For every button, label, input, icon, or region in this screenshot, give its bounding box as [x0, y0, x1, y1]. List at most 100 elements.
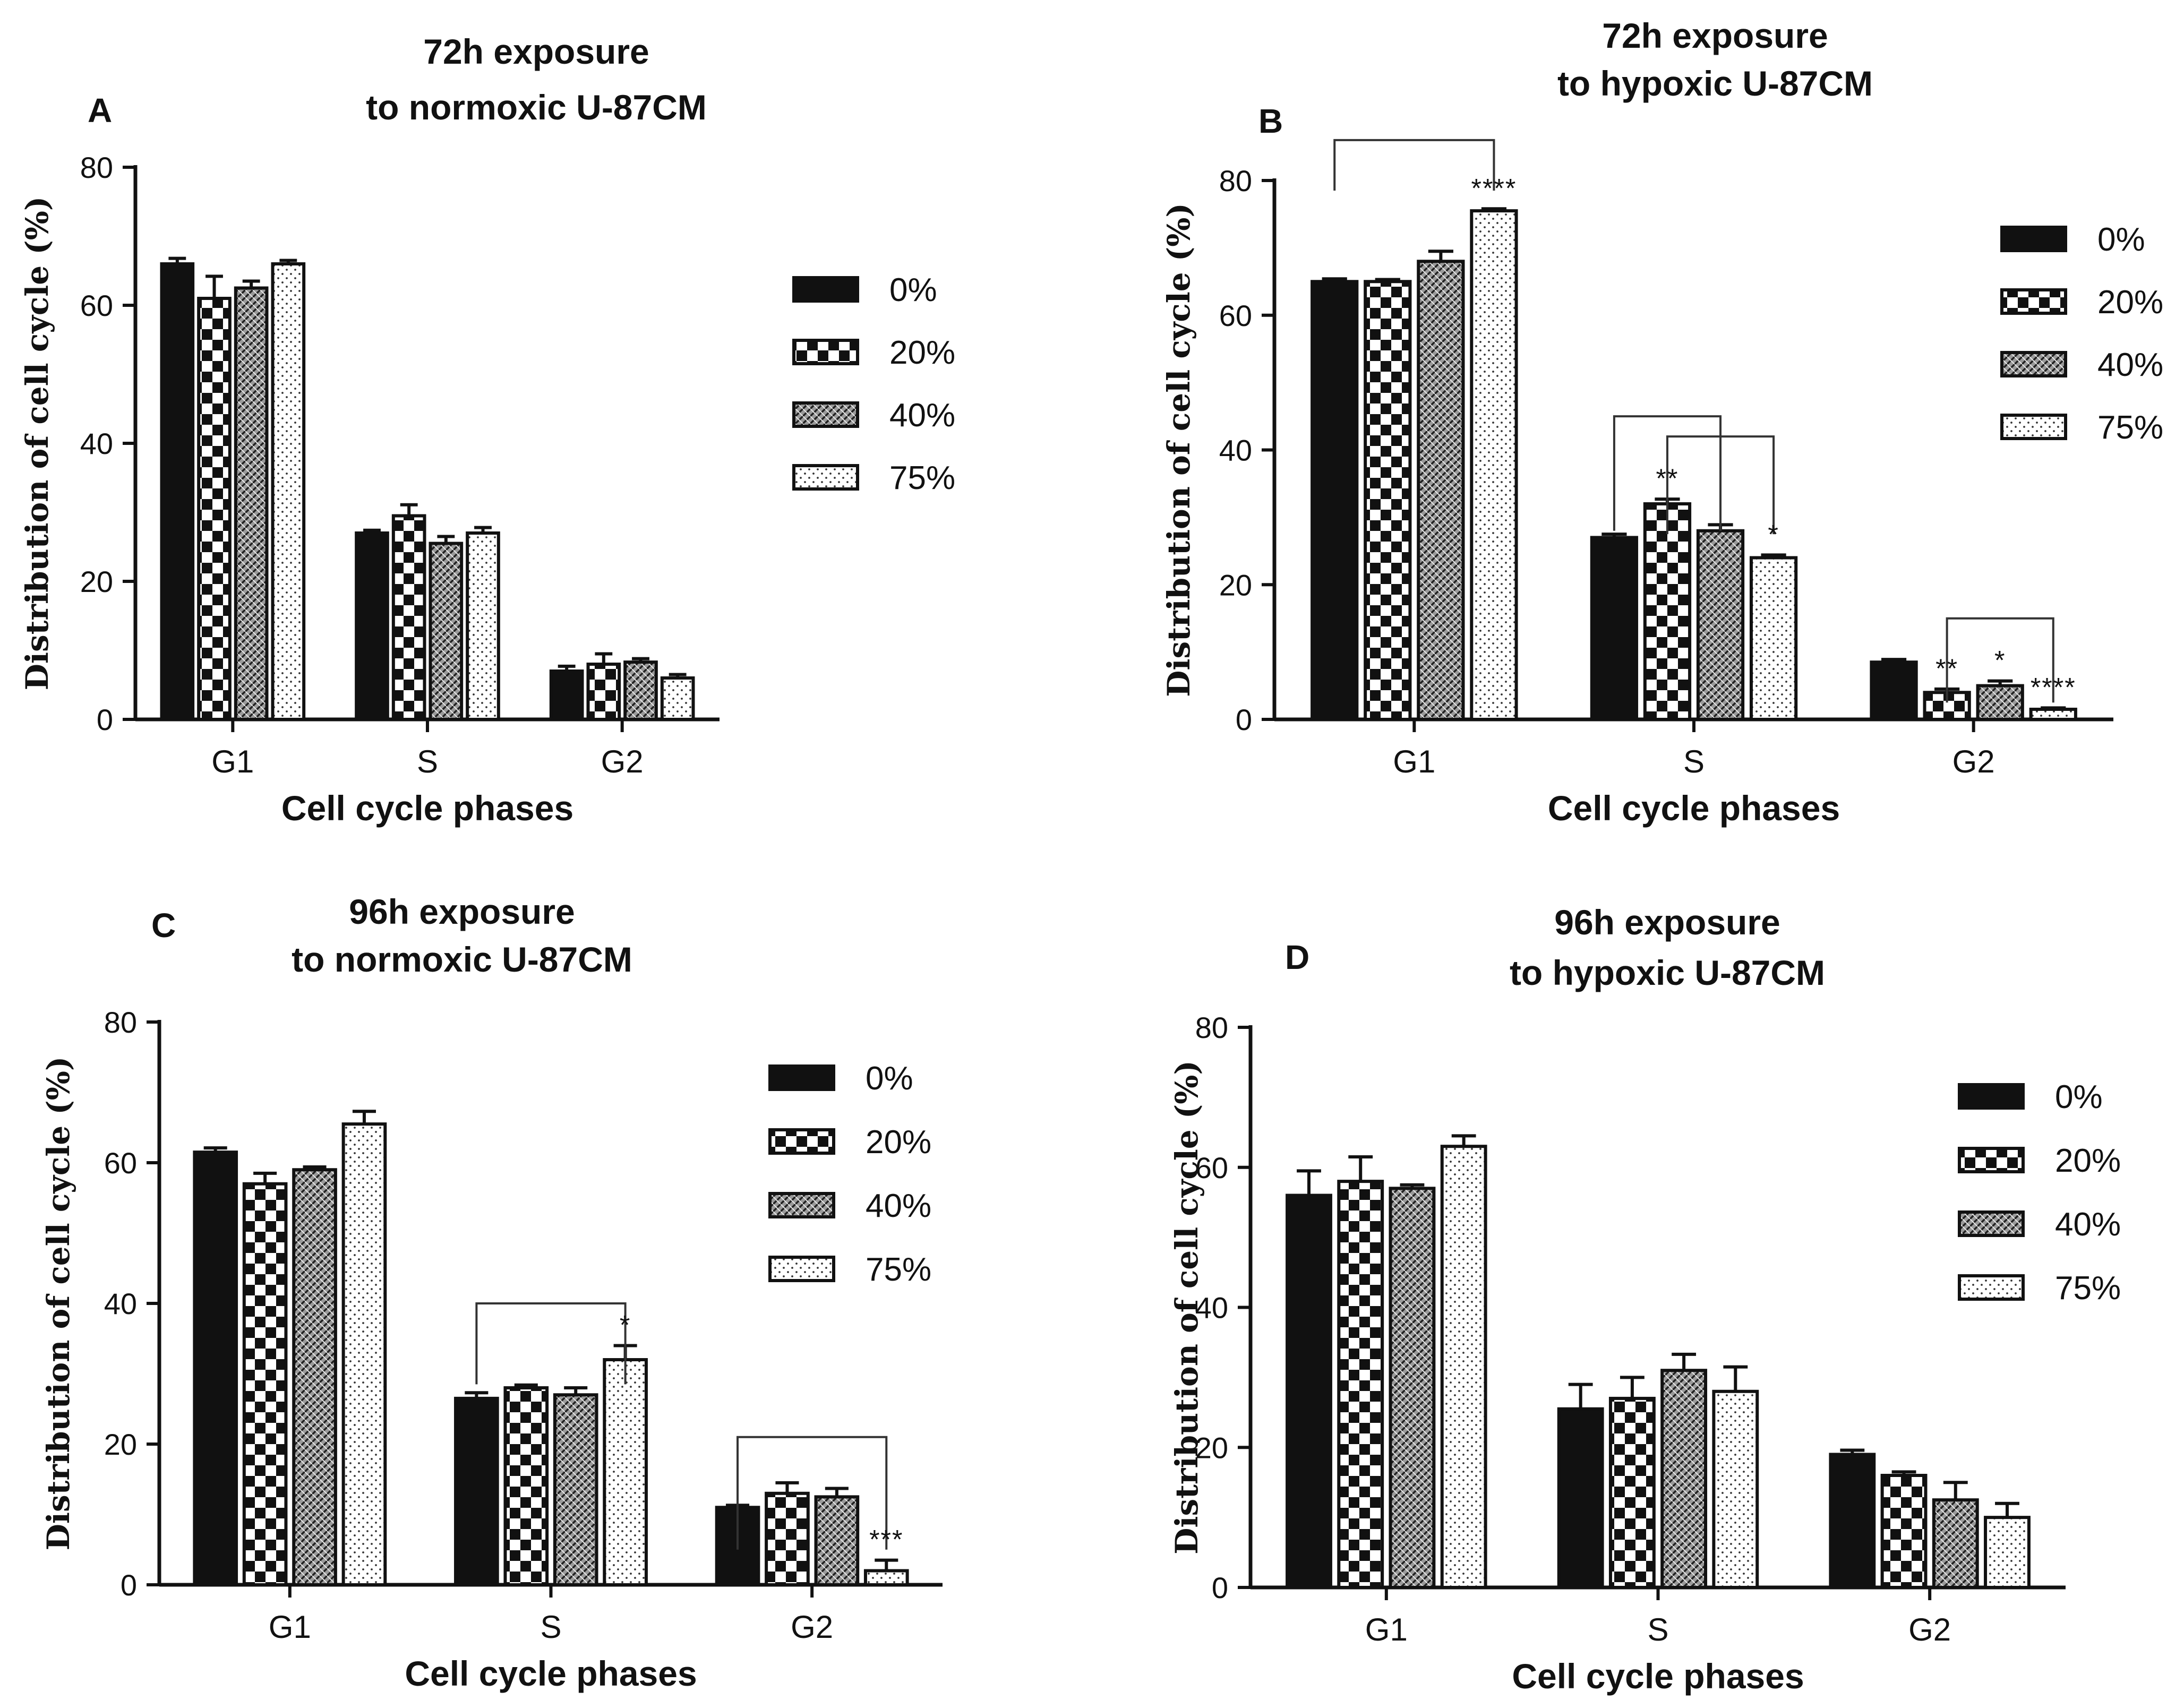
legend-swatch-40pct	[792, 401, 859, 428]
chart-panel-d: D 96h exposure to hypoxic U-87CM 0 20 40 60 80 D…	[1169, 903, 2121, 1696]
legend-swatch-40pct	[2000, 351, 2067, 377]
bar-g1-75pct	[271, 262, 306, 721]
x-tick-label: S	[1683, 744, 1705, 779]
y-tick-label: 0	[121, 1568, 137, 1602]
chart-title-line: 72h exposure	[1602, 16, 1828, 55]
legend-label: 75%	[2097, 409, 2163, 446]
bar-g2-40pct	[1932, 1498, 1979, 1589]
legend-label: 40%	[889, 397, 955, 434]
bar-g1-40pct	[234, 286, 269, 721]
y-tick-label: 20	[104, 1428, 137, 1461]
x-axis-label: Cell cycle phases	[1548, 788, 1840, 828]
significance-bracket	[1613, 415, 1722, 531]
bar-g2-40pct	[814, 1495, 860, 1586]
bar-s-0pct	[1590, 536, 1639, 721]
bar-s-40pct	[429, 542, 464, 721]
legend-label: 40%	[866, 1188, 931, 1224]
y-tick-label: 40	[1195, 1291, 1228, 1325]
y-axis-label: Distribution of cell cycle (%)	[1161, 203, 1197, 697]
significance-bracket	[736, 1436, 888, 1550]
x-axis-label: Cell cycle phases	[281, 788, 573, 828]
bar-g2-20pct	[586, 663, 621, 721]
bar-g2-20pct	[765, 1491, 810, 1586]
legend: 0% 20% 40% 75%	[2000, 221, 2163, 446]
legend-swatch-0pct	[1958, 1083, 2025, 1110]
legend-label: 0%	[889, 272, 937, 308]
legend-swatch-75pct	[792, 464, 859, 491]
legend-swatch-20pct	[768, 1128, 835, 1155]
significance-marker: **	[1935, 654, 1958, 683]
significance-marker: ****	[1471, 173, 1517, 203]
y-tick-label: 80	[1219, 164, 1252, 198]
legend-label: 40%	[2055, 1206, 2121, 1243]
significance-marker: *	[620, 1310, 631, 1340]
bar-s-20pct	[1608, 1396, 1656, 1589]
x-axis-label: Cell cycle phases	[405, 1654, 697, 1693]
y-tick-label: 0	[1236, 703, 1252, 736]
chart-title-line: 96h exposure	[349, 892, 575, 931]
x-tick-label: G1	[1365, 1612, 1408, 1647]
bar-s-40pct	[1660, 1369, 1708, 1589]
y-tick-label: 0	[1212, 1571, 1228, 1604]
legend-label: 20%	[866, 1124, 931, 1161]
bar-g1-20pct	[1337, 1180, 1384, 1589]
bar-s-0pct	[355, 531, 389, 721]
chart-panel-b: B 72h exposure to hypoxic U-87CM 0 20 40 60 80 D…	[1161, 16, 2163, 828]
bar-g2-75pct	[660, 676, 695, 721]
y-tick-label: 60	[1195, 1151, 1228, 1184]
y-tick-label: 0	[97, 703, 113, 736]
legend-label: 0%	[866, 1060, 913, 1097]
chart-title-line: 96h exposure	[1554, 903, 1780, 942]
legend-swatch-75pct	[2000, 414, 2067, 440]
y-tick-label: 40	[80, 427, 113, 460]
bar-s-20pct	[1643, 502, 1692, 721]
significance-marker: ***	[869, 1525, 903, 1555]
legend-label: 20%	[889, 334, 955, 371]
y-tick-label: 60	[1219, 299, 1252, 332]
bar-g2-20pct	[1880, 1474, 1928, 1589]
bar-g1-75pct	[1470, 209, 1518, 721]
significance-bracket	[1666, 435, 1775, 535]
legend-swatch-0pct	[2000, 226, 2067, 252]
bar-g1-0pct	[1286, 1194, 1332, 1589]
x-tick-label: S	[540, 1609, 561, 1645]
x-tick-label: G2	[601, 744, 644, 779]
legend: 0% 20% 40% 75%	[792, 272, 955, 496]
bar-g2-75pct	[863, 1569, 909, 1586]
bar-g1-0pct	[160, 262, 195, 721]
bar-g2-40pct	[623, 660, 658, 721]
x-tick-label: G1	[269, 1609, 311, 1645]
x-tick-label: G2	[1908, 1612, 1951, 1647]
bar-g1-40pct	[292, 1168, 337, 1586]
legend-label: 0%	[2055, 1079, 2103, 1115]
bar-g2-0pct	[549, 669, 584, 721]
legend-swatch-20pct	[1958, 1147, 2025, 1173]
significance-bracket	[475, 1302, 627, 1385]
y-tick-label: 80	[1195, 1011, 1228, 1044]
bar-s-0pct	[1557, 1407, 1604, 1589]
x-tick-label: G2	[1952, 744, 1995, 779]
legend-label: 20%	[2055, 1143, 2121, 1179]
panel-label: C	[151, 906, 176, 945]
significance-bracket	[1946, 617, 2054, 703]
y-tick-label: 60	[80, 289, 113, 322]
y-axis-label: Distribution of cell cycle (%)	[19, 196, 55, 691]
legend-label: 0%	[2097, 221, 2145, 258]
legend-label: 75%	[866, 1251, 931, 1288]
bar-g1-20pct	[197, 297, 232, 721]
legend-swatch-20pct	[2000, 288, 2067, 315]
significance-marker: *	[1768, 519, 1779, 549]
bar-s-40pct	[553, 1393, 598, 1586]
x-axis-label: Cell cycle phases	[1512, 1656, 1804, 1696]
bar-s-75pct	[466, 531, 500, 721]
legend-swatch-40pct	[768, 1192, 835, 1218]
bar-g1-20pct	[242, 1182, 288, 1586]
significance-marker: ****	[2031, 672, 2076, 702]
y-tick-label: 20	[80, 565, 113, 598]
y-axis-label: Distribution of cell cycle (%)	[1169, 1060, 1205, 1555]
bar-s-75pct	[1749, 556, 1798, 721]
bar-g1-75pct	[1440, 1145, 1487, 1589]
bar-g1-20pct	[1364, 280, 1412, 721]
chart-panel-a: A 72h exposure to normoxic U-87CM 0 20 40 60 80…	[19, 32, 955, 828]
